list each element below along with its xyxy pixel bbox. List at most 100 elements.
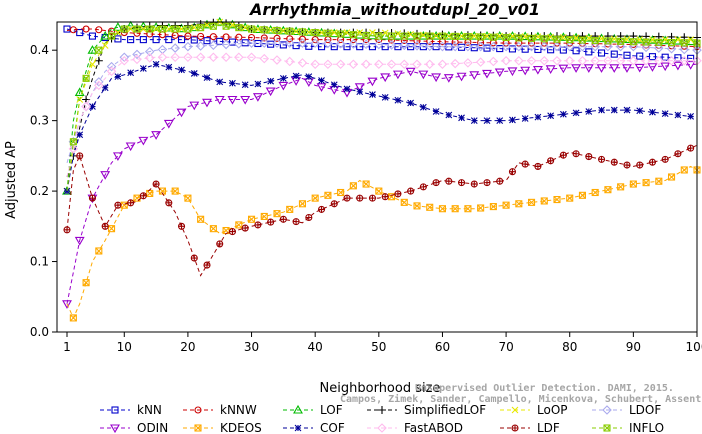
data-point: [687, 113, 695, 120]
data-point: [623, 161, 631, 169]
data-point: [311, 194, 319, 202]
x-axis-label: Neighborhood size: [320, 381, 441, 396]
data-point: [324, 29, 332, 37]
data-point: [596, 33, 607, 43]
data-point: [488, 56, 499, 67]
data-point: [184, 32, 192, 40]
data-point: [445, 111, 453, 119]
x-tick-label: 90: [626, 340, 641, 354]
data-point: [184, 194, 192, 202]
data-point: [190, 24, 198, 32]
y-tick-label: 0.1: [30, 255, 49, 269]
data-point: [298, 28, 307, 36]
data-point: [368, 194, 377, 202]
data-point: [661, 110, 669, 117]
data-point: [540, 197, 548, 205]
data-point: [267, 77, 275, 85]
legend-label: FastABOD: [404, 421, 463, 434]
data-point: [209, 225, 217, 233]
legend-item-knn: kNN: [100, 403, 162, 417]
data-point: [679, 55, 690, 66]
data-point: [578, 191, 587, 199]
data-point: [426, 203, 434, 211]
data-point: [362, 31, 370, 39]
x-tick-label: 20: [180, 340, 195, 354]
data-point: [558, 64, 569, 74]
data-point: [138, 136, 149, 146]
data-point: [564, 41, 575, 52]
data-point: [502, 33, 510, 42]
data-point: [349, 36, 357, 44]
data-point: [273, 210, 281, 218]
data-point: [158, 187, 167, 195]
data-point: [636, 52, 644, 60]
data-point: [654, 43, 664, 53]
data-point: [291, 26, 302, 36]
x-tick-label: 10: [117, 340, 132, 354]
data-point: [139, 192, 147, 200]
data-point: [171, 25, 179, 33]
x-tick-label: 100: [686, 340, 702, 354]
data-point: [585, 108, 593, 115]
data-point: [176, 108, 187, 118]
data-point: [190, 70, 198, 77]
data-point: [127, 36, 135, 44]
data-point: [183, 52, 193, 63]
data-point: [349, 182, 357, 190]
data-point: [412, 41, 422, 51]
data-point: [216, 78, 224, 86]
data-point: [247, 25, 256, 33]
legend-marker: [603, 424, 611, 432]
plot-frame: [56, 21, 698, 333]
data-point: [323, 38, 333, 49]
data-point: [127, 199, 135, 207]
data-point: [184, 25, 192, 33]
data-point: [380, 73, 391, 83]
data-point: [146, 189, 154, 197]
data-point: [583, 64, 594, 73]
data-point: [604, 37, 612, 45]
data-point: [572, 109, 580, 117]
data-point: [603, 41, 613, 52]
data-point: [343, 85, 351, 93]
data-point: [151, 131, 162, 140]
data-point: [649, 108, 656, 116]
data-point: [305, 73, 313, 80]
data-point: [679, 44, 690, 55]
data-point: [636, 107, 644, 115]
data-point: [507, 67, 518, 77]
data-point: [82, 25, 90, 33]
data-point: [437, 41, 448, 52]
data-point: [208, 40, 219, 51]
data-point: [284, 38, 295, 48]
data-point: [197, 24, 205, 32]
data-point: [552, 55, 562, 66]
data-point: [94, 80, 104, 91]
data-point: [628, 55, 639, 66]
data-point: [279, 41, 287, 49]
legend-item-simplifiedlof: SimplifiedLOF: [367, 403, 486, 417]
data-point: [356, 88, 364, 96]
data-point: [214, 95, 225, 105]
data-point: [496, 117, 504, 125]
data-point: [450, 58, 460, 69]
watermark-line-2: Unsupervised Outlier Detection. DAMI, 20…: [415, 382, 674, 394]
data-point: [534, 113, 542, 121]
data-point: [418, 70, 429, 80]
data-point: [178, 66, 185, 74]
legend-item-kdeos: KDEOS: [183, 421, 262, 434]
x-tick-label: 50: [371, 340, 386, 354]
data-point: [475, 41, 486, 52]
legend-marker: [602, 405, 612, 415]
data-point: [642, 179, 650, 187]
data-point: [489, 33, 497, 41]
data-point: [208, 52, 219, 63]
data-point: [394, 96, 402, 104]
series-kdeos: [66, 165, 701, 322]
data-point: [317, 43, 326, 51]
data-point: [585, 153, 593, 161]
data-point: [419, 103, 427, 111]
data-point: [629, 38, 637, 46]
data-point: [443, 74, 454, 83]
data-point: [234, 52, 244, 63]
